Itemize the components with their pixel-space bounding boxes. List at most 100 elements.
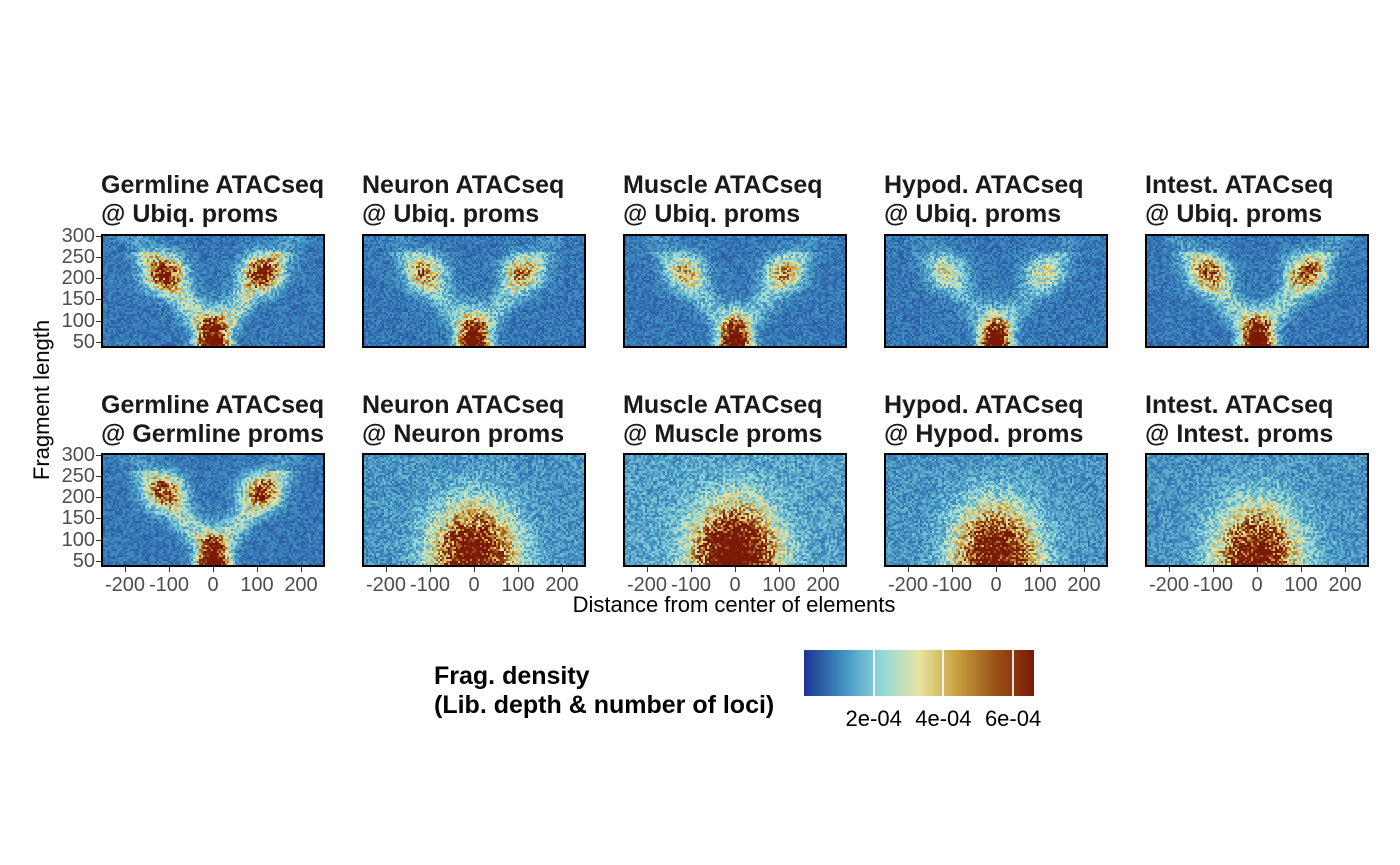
x-tick-label: -200 xyxy=(365,574,407,596)
y-tick-mark xyxy=(96,299,101,301)
x-tick-mark xyxy=(301,567,302,572)
x-tick-label: 100 xyxy=(1023,574,1057,596)
y-tick-mark xyxy=(96,560,101,562)
panel-title-line-2: @ Ubiq. proms xyxy=(623,200,801,228)
x-tick-label: 100 xyxy=(501,574,535,596)
y-tick-mark xyxy=(96,236,101,237)
x-tick-label: 200 xyxy=(1067,574,1101,596)
y-tick-label: 300 xyxy=(61,225,95,247)
x-tick-label: 0 xyxy=(207,574,219,596)
panel-title-line-2: @ Ubiq. proms xyxy=(884,200,1062,228)
x-tick-mark xyxy=(691,567,692,572)
x-tick-label: 100 xyxy=(1284,574,1318,596)
x-tick-mark xyxy=(1040,567,1041,572)
x-tick-label: 200 xyxy=(284,574,318,596)
x-tick-mark xyxy=(257,567,258,572)
y-tick-label: 300 xyxy=(61,444,95,466)
x-tick-label: 100 xyxy=(240,574,274,596)
x-tick-mark xyxy=(518,567,519,572)
panel-title-line-2: @ Germline proms xyxy=(101,420,323,448)
panel-title-line-1: Muscle ATACseq xyxy=(623,171,823,199)
y-tick-label: 50 xyxy=(72,549,95,572)
panel-title-line-2: @ Neuron proms xyxy=(362,420,565,448)
y-tick-label: 250 xyxy=(61,465,95,488)
x-tick-mark xyxy=(779,567,780,572)
x-tick-mark xyxy=(1345,567,1346,572)
panel-title-line-2: @ Ubiq. proms xyxy=(362,200,540,228)
x-tick-label: 0 xyxy=(468,574,480,596)
panel-title-line-1: Hypod. ATACseq xyxy=(884,171,1084,199)
heatmap-panel xyxy=(623,234,847,348)
x-tick-label: 0 xyxy=(729,574,741,596)
legend-title-line-2: (Lib. depth & number of loci) xyxy=(434,691,775,719)
y-tick-mark xyxy=(96,341,101,343)
panel-title-line-2: @ Hypod. proms xyxy=(884,420,1084,448)
y-tick-label: 200 xyxy=(61,267,95,290)
x-tick-label: 0 xyxy=(1251,574,1263,596)
x-tick-mark xyxy=(213,567,214,572)
x-tick-mark xyxy=(169,567,170,572)
x-tick-label: -200 xyxy=(104,574,146,596)
y-tick-mark xyxy=(96,476,101,478)
panel-title-line-2: @ Ubiq. proms xyxy=(1145,200,1323,228)
x-tick-label: 200 xyxy=(1328,574,1362,596)
panel-title-line-2: @ Intest. proms xyxy=(1145,420,1334,448)
y-tick-label: 150 xyxy=(61,507,95,530)
x-tick-mark xyxy=(1084,567,1085,572)
legend-title-line-1: Frag. density xyxy=(434,662,590,690)
y-tick-mark xyxy=(96,320,101,322)
x-tick-label: 200 xyxy=(806,574,840,596)
x-tick-mark xyxy=(386,567,387,572)
heatmap-panel xyxy=(884,453,1108,567)
panel-title-line-1: Germline ATACseq xyxy=(101,171,323,199)
panel-title-line-1: Neuron ATACseq xyxy=(362,391,565,419)
x-tick-label: -100 xyxy=(670,574,712,596)
x-tick-label: 0 xyxy=(990,574,1002,596)
y-tick-mark xyxy=(96,278,101,280)
panel-title: Muscle ATACseq @ Ubiq. proms xyxy=(623,171,845,231)
panel-title-line-1: Neuron ATACseq xyxy=(362,171,565,199)
panel-title-line-1: Intest. ATACseq xyxy=(1145,171,1334,199)
y-tick-label: 150 xyxy=(61,288,95,311)
panel-title: Germline ATACseq @ Ubiq. proms xyxy=(101,171,323,231)
heatmap-panel xyxy=(884,234,1108,348)
colorbar-tick xyxy=(1012,650,1015,696)
y-tick-mark xyxy=(96,518,101,520)
x-axis-title: Distance from center of elements xyxy=(572,592,896,617)
heatmap-panel xyxy=(623,453,847,567)
x-tick-label: -100 xyxy=(1192,574,1234,596)
x-tick-mark xyxy=(735,567,736,572)
colorbar xyxy=(804,650,1034,696)
x-tick-mark xyxy=(1257,567,1258,572)
y-tick-mark xyxy=(96,257,101,259)
colorbar-tick-label: 2e-04 xyxy=(845,706,902,731)
x-tick-label: -200 xyxy=(626,574,668,596)
x-tick-mark xyxy=(430,567,431,572)
heatmap-panel xyxy=(101,453,325,567)
x-tick-label: 100 xyxy=(762,574,796,596)
panel-title-line-1: Germline ATACseq xyxy=(101,391,323,419)
y-tick-label: 200 xyxy=(61,486,95,509)
y-axis-title: Fragment length xyxy=(29,319,54,481)
legend-title: Frag. density (Lib. depth & number of lo… xyxy=(434,662,774,720)
x-tick-mark xyxy=(1213,567,1214,572)
panel-title: Hypod. ATACseq @ Hypod. proms xyxy=(884,391,1106,451)
panel-title-line-1: Intest. ATACseq xyxy=(1145,391,1334,419)
y-tick-mark xyxy=(96,455,101,456)
x-tick-mark xyxy=(125,567,126,572)
panel-title: Neuron ATACseq @ Ubiq. proms xyxy=(362,171,584,231)
x-tick-label: -100 xyxy=(409,574,451,596)
colorbar-tick xyxy=(942,650,945,696)
heatmap-panel xyxy=(1145,234,1369,348)
panel-title-line-2: @ Muscle proms xyxy=(623,420,823,448)
x-tick-label: -200 xyxy=(1148,574,1190,596)
panel-title-line-1: Muscle ATACseq xyxy=(623,391,823,419)
colorbar-tick-label: 6e-04 xyxy=(984,706,1042,731)
x-tick-mark xyxy=(823,567,824,572)
heatmap-panel xyxy=(362,234,586,348)
colorbar-tick-label: 4e-04 xyxy=(915,706,972,731)
heatmap-panel xyxy=(1145,453,1369,567)
y-tick-label: 50 xyxy=(72,330,95,353)
x-tick-label: -100 xyxy=(148,574,190,596)
